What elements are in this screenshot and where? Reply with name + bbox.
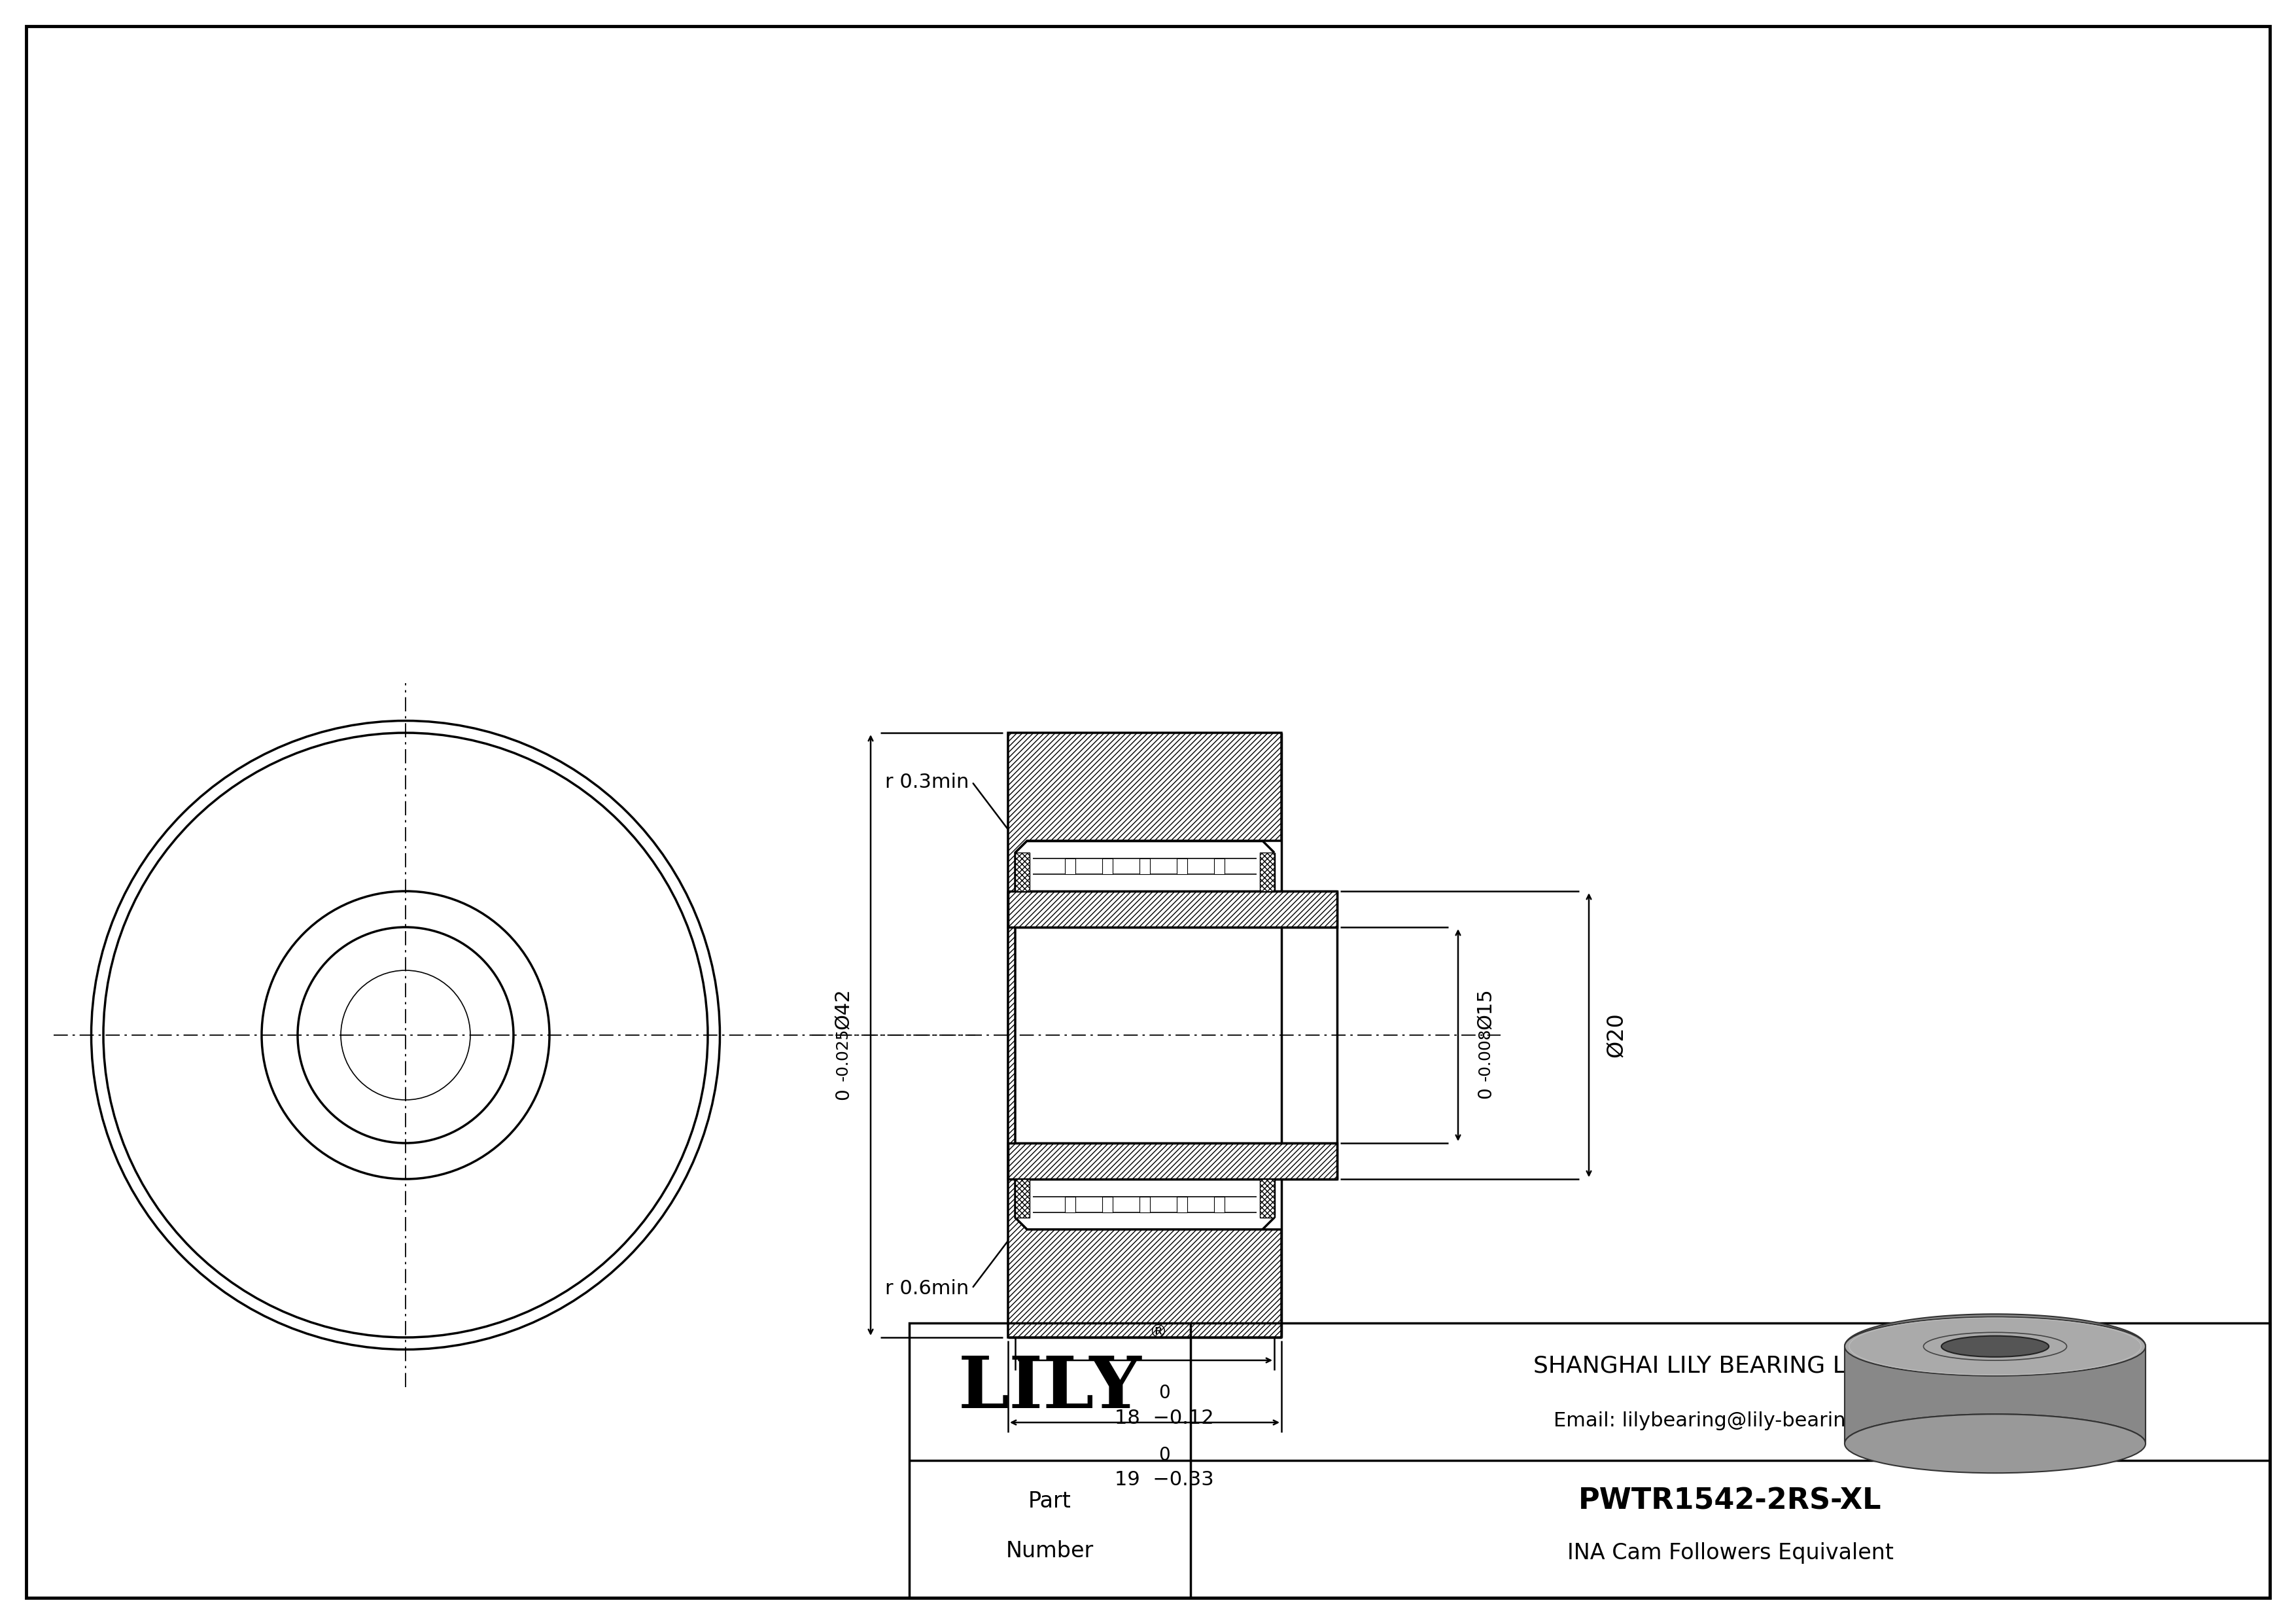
Text: LILY: LILY [957, 1353, 1141, 1424]
Text: 18  −0.12: 18 −0.12 [1116, 1408, 1215, 1427]
Text: Ø15: Ø15 [1476, 989, 1495, 1030]
Text: Part: Part [1029, 1491, 1072, 1512]
Bar [1215, 857, 1224, 874]
Bar [1139, 1197, 1150, 1212]
Polygon shape [1261, 1179, 1274, 1218]
Polygon shape [1015, 1179, 1029, 1218]
Text: 0: 0 [1159, 1445, 1171, 1465]
Text: Ø20: Ø20 [1605, 1013, 1628, 1057]
Text: Email: lilybearing@lily-bearing.com: Email: lilybearing@lily-bearing.com [1554, 1411, 1908, 1431]
Text: r 0.3min: r 0.3min [884, 773, 969, 791]
Polygon shape [1008, 732, 1281, 1338]
Polygon shape [1008, 892, 1336, 927]
Text: PWTR1542-2RS-XL: PWTR1542-2RS-XL [1580, 1488, 1883, 1515]
Text: Number: Number [1006, 1540, 1093, 1562]
Ellipse shape [1844, 1415, 2144, 1473]
Text: 0: 0 [1476, 1086, 1495, 1098]
Ellipse shape [1844, 1317, 2144, 1376]
Bar [1178, 1197, 1187, 1212]
Polygon shape [1844, 1314, 2144, 1444]
Text: r 0.6min: r 0.6min [884, 1278, 969, 1298]
Ellipse shape [1942, 1337, 2048, 1358]
Text: -0.008: -0.008 [1479, 1028, 1492, 1082]
Bar [1178, 857, 1187, 874]
Text: INA Cam Followers Equivalent: INA Cam Followers Equivalent [1566, 1543, 1894, 1564]
Bar [1102, 1197, 1114, 1212]
Polygon shape [1015, 853, 1029, 892]
Text: Ø42: Ø42 [833, 989, 852, 1030]
Text: 0: 0 [1159, 1384, 1171, 1402]
Bar [1102, 857, 1114, 874]
Text: 19  −0.33: 19 −0.33 [1116, 1471, 1215, 1489]
Text: ®: ® [1148, 1324, 1166, 1341]
Polygon shape [1008, 1143, 1336, 1179]
Bar [909, 1324, 2271, 1598]
Bar [1065, 857, 1075, 874]
Text: SHANGHAI LILY BEARING LIMITED: SHANGHAI LILY BEARING LIMITED [1534, 1354, 1926, 1377]
Bar [1139, 857, 1150, 874]
Text: 0: 0 [833, 1088, 852, 1099]
Bar [1065, 1197, 1075, 1212]
Polygon shape [1261, 853, 1274, 892]
Bar [1215, 1197, 1224, 1212]
Text: -0.025: -0.025 [836, 1028, 852, 1082]
